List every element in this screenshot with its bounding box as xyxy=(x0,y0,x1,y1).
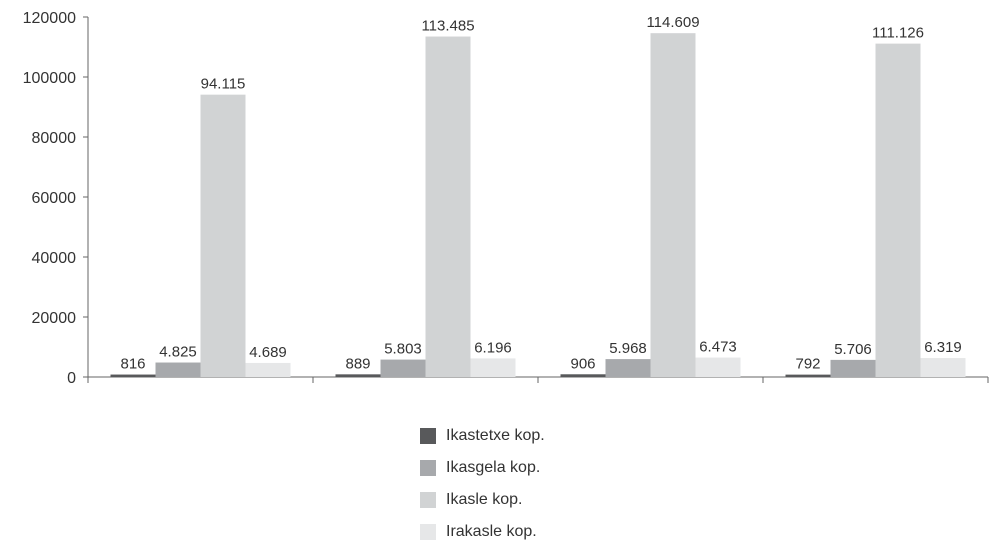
bar xyxy=(425,36,471,378)
legend-swatch xyxy=(420,491,436,508)
bar-value-label: 113.485 xyxy=(421,18,474,35)
legend-label: Ikastetxe kop. xyxy=(446,426,545,444)
bar xyxy=(605,359,651,377)
y-tick-label: 60000 xyxy=(32,190,77,207)
legend-label: Ikasgela kop. xyxy=(446,458,541,476)
bar-value-label: 4.825 xyxy=(159,344,197,361)
bar-value-label: 889 xyxy=(345,355,370,372)
bar xyxy=(110,374,156,377)
legend-swatch xyxy=(420,459,436,476)
bar xyxy=(830,359,876,377)
legend-item: Ikasle kop. xyxy=(420,488,545,511)
y-tick-label: 20000 xyxy=(32,310,77,327)
bar xyxy=(245,362,291,377)
bar xyxy=(695,357,741,377)
bar xyxy=(335,374,381,377)
bar xyxy=(470,358,516,377)
bar xyxy=(785,374,831,377)
bar-value-label: 111.126 xyxy=(872,25,924,42)
bar xyxy=(200,94,246,377)
legend-swatch xyxy=(420,427,436,444)
legend-item: Ikasgela kop. xyxy=(420,456,545,479)
bar-value-label: 4.689 xyxy=(249,344,287,361)
bar-value-label: 5.968 xyxy=(609,340,647,357)
legend: Ikastetxe kop. Ikasgela kop. Ikasle kop.… xyxy=(420,424,545,552)
bar-value-label: 816 xyxy=(120,356,145,373)
bar-value-label: 114.609 xyxy=(646,14,699,31)
bar xyxy=(380,359,426,377)
bar xyxy=(920,358,966,377)
bar-value-label: 5.803 xyxy=(384,341,422,358)
bar-value-label: 94.115 xyxy=(201,76,246,93)
legend-swatch xyxy=(420,523,436,540)
bar-value-label: 5.706 xyxy=(834,341,872,358)
y-tick-label: 40000 xyxy=(32,250,77,267)
legend-label: Irakasle kop. xyxy=(446,522,537,540)
bar-value-label: 6.319 xyxy=(924,339,962,356)
legend-item: Ikastetxe kop. xyxy=(420,424,545,447)
bar-value-label: 6.196 xyxy=(474,339,512,356)
y-tick-label: 80000 xyxy=(32,130,77,147)
y-tick-label: 120000 xyxy=(23,10,76,27)
bar xyxy=(560,374,606,377)
bar xyxy=(875,43,921,377)
y-tick-label: 0 xyxy=(67,370,76,387)
bar-value-label: 906 xyxy=(570,355,595,372)
bar xyxy=(650,33,696,377)
bar-value-label: 6.473 xyxy=(699,339,737,356)
y-tick-label: 100000 xyxy=(23,70,76,87)
bar-value-label: 792 xyxy=(795,356,820,373)
legend-item: Irakasle kop. xyxy=(420,520,545,543)
bar xyxy=(155,362,201,377)
legend-label: Ikasle kop. xyxy=(446,490,523,508)
